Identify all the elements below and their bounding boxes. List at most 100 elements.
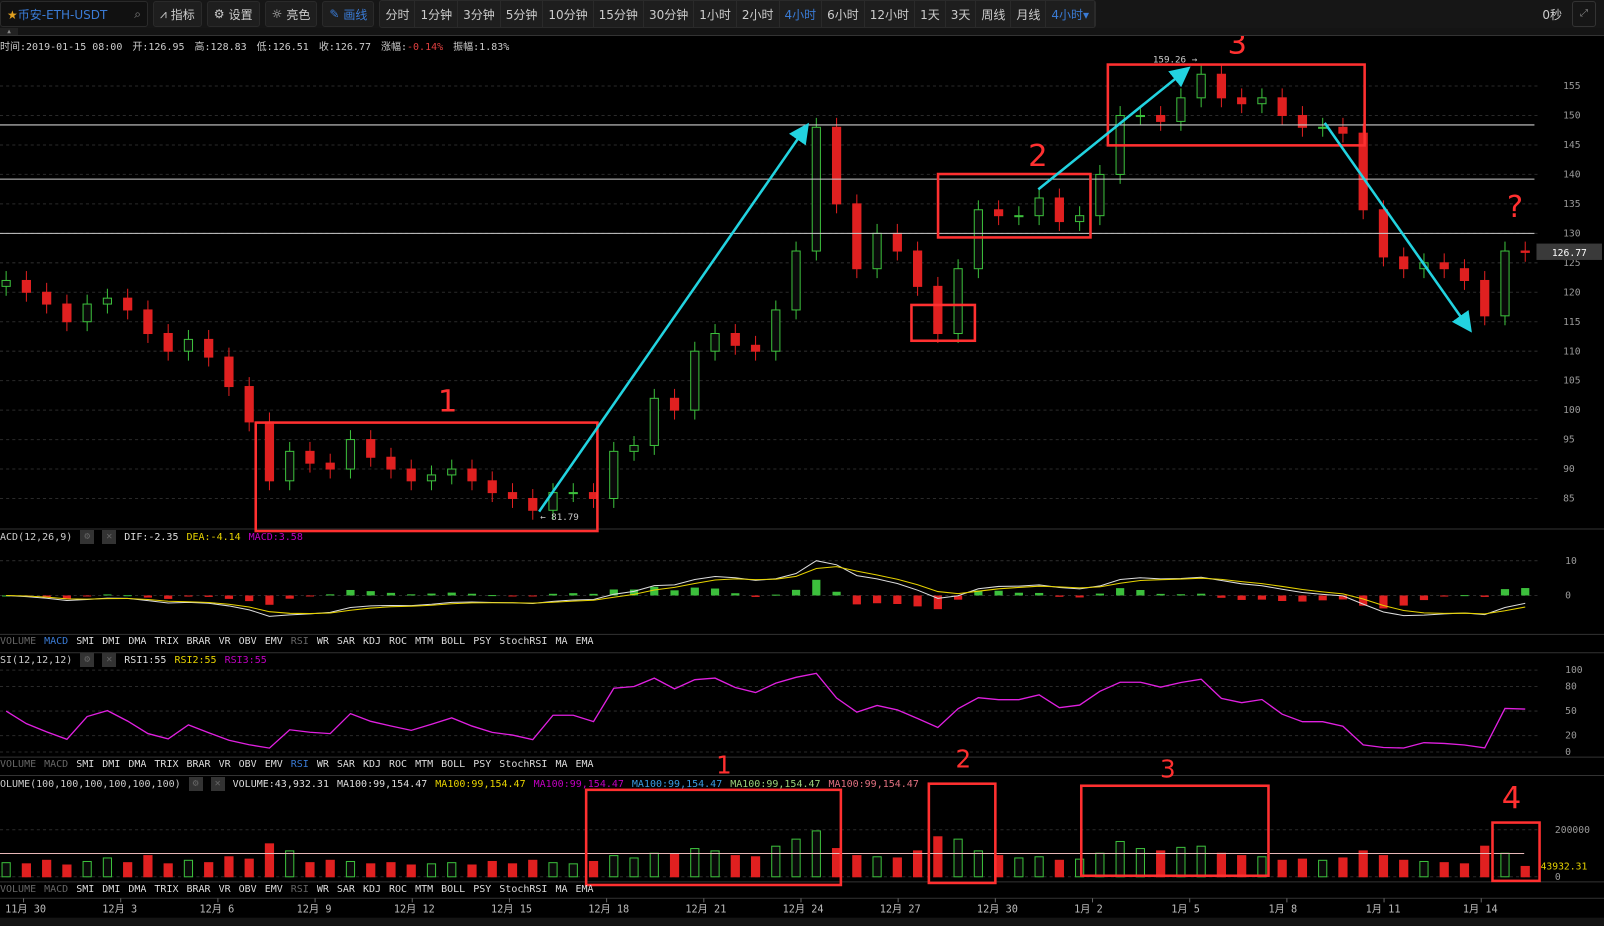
indicator-tab[interactable]: RSI bbox=[290, 636, 309, 647]
indicator-tab[interactable]: KDJ bbox=[362, 636, 381, 647]
indicator-tab[interactable]: VR bbox=[218, 759, 231, 770]
indicator-tab[interactable]: BOLL bbox=[441, 884, 466, 895]
indicator-tab[interactable]: ROC bbox=[389, 636, 408, 647]
indicator-tab[interactable]: DMI bbox=[102, 884, 121, 895]
gear-icon[interactable]: ⚙ bbox=[188, 777, 203, 791]
close-icon[interactable]: ✕ bbox=[102, 530, 117, 544]
indicator-tab[interactable]: StochRSI bbox=[499, 884, 548, 895]
symbol-selector[interactable]: ★币安-ETH-USDT ⌕ bbox=[0, 1, 148, 27]
close-icon[interactable]: ✕ bbox=[102, 653, 117, 667]
period-tab[interactable]: 月线 bbox=[1011, 1, 1047, 27]
star-icon[interactable]: ★ bbox=[7, 7, 18, 22]
period-tab[interactable]: 10分钟 bbox=[543, 1, 594, 27]
indicator-tab[interactable]: StochRSI bbox=[499, 636, 548, 647]
indicator-tab[interactable]: StochRSI bbox=[499, 759, 548, 770]
indicator-tab[interactable]: WR bbox=[316, 759, 329, 770]
collapse-toggle[interactable]: ▲ bbox=[0, 28, 18, 35]
indicator-tab[interactable]: SMI bbox=[76, 636, 95, 647]
period-tab[interactable]: 6小时 bbox=[822, 1, 865, 27]
indicator-tab[interactable]: PSY bbox=[473, 636, 492, 647]
draw-button[interactable]: ✎ 画线 bbox=[322, 1, 375, 27]
indicator-tab[interactable]: EMV bbox=[264, 884, 283, 895]
fullscreen-icon[interactable]: ⤢ bbox=[1572, 1, 1596, 27]
indicator-tab[interactable]: MACD bbox=[44, 759, 69, 770]
period-tab[interactable]: 周线 bbox=[976, 1, 1012, 27]
indicator-tab[interactable]: MA bbox=[555, 884, 568, 895]
indicator-tab[interactable]: MTM bbox=[415, 636, 434, 647]
period-tab[interactable]: 分时 bbox=[380, 1, 416, 27]
indicator-tab[interactable]: WR bbox=[316, 636, 329, 647]
indicator-tab[interactable]: BRAR bbox=[186, 636, 211, 647]
close-icon[interactable]: ✕ bbox=[210, 777, 225, 791]
indicator-tab[interactable]: MA bbox=[555, 636, 568, 647]
indicator-tab[interactable]: EMA bbox=[575, 759, 594, 770]
period-tab[interactable]: 3天 bbox=[946, 1, 977, 27]
indicator-tab[interactable]: MACD bbox=[44, 636, 69, 647]
indicator-tab[interactable]: EMA bbox=[575, 884, 594, 895]
indicator-tab[interactable]: DMI bbox=[102, 636, 121, 647]
indicator-tab[interactable]: PSY bbox=[473, 884, 492, 895]
indicator-tab[interactable]: MTM bbox=[415, 759, 434, 770]
indicator-tab[interactable]: VR bbox=[218, 884, 231, 895]
indicator-tab[interactable]: EMV bbox=[264, 636, 283, 647]
macd-tick: 0 bbox=[1565, 591, 1571, 602]
indicator-tab[interactable]: ROC bbox=[389, 884, 408, 895]
period-tab[interactable]: 2小时 bbox=[737, 1, 780, 27]
indicator-tab[interactable]: OBV bbox=[238, 884, 257, 895]
indicator-tab[interactable]: DMA bbox=[128, 884, 147, 895]
period-tab[interactable]: 4小时 bbox=[780, 1, 823, 27]
indicator-tab[interactable]: BRAR bbox=[186, 759, 211, 770]
indicator-tab[interactable]: KDJ bbox=[362, 884, 381, 895]
period-tab[interactable]: 3分钟 bbox=[458, 1, 501, 27]
indicator-tab[interactable]: ROC bbox=[389, 759, 408, 770]
indicator-tab[interactable]: DMA bbox=[128, 759, 147, 770]
indicator-tab[interactable]: BOLL bbox=[441, 636, 466, 647]
indicator-tab[interactable]: DMI bbox=[102, 759, 121, 770]
theme-button[interactable]: ☼ 亮色 bbox=[264, 1, 318, 27]
indicator-tab[interactable]: OBV bbox=[238, 759, 257, 770]
period-select[interactable]: 4小时▾ bbox=[1046, 1, 1096, 27]
box-2 bbox=[936, 172, 1092, 239]
indicator-tab[interactable]: BRAR bbox=[186, 884, 211, 895]
indicator-tab[interactable]: RSI bbox=[290, 884, 309, 895]
indicator-tab[interactable]: MTM bbox=[415, 884, 434, 895]
search-icon[interactable]: ⌕ bbox=[134, 6, 141, 21]
period-tab[interactable]: 30分钟 bbox=[644, 1, 695, 27]
period-tab[interactable]: 1天 bbox=[915, 1, 946, 27]
indicator-tab[interactable]: VOLUME bbox=[0, 759, 37, 770]
indicator-tab[interactable]: SMI bbox=[76, 884, 95, 895]
indicator-tab[interactable]: SAR bbox=[336, 759, 355, 770]
indicator-tab[interactable]: OBV bbox=[238, 636, 257, 647]
indicator-tab[interactable]: SAR bbox=[336, 636, 355, 647]
indicator-tab[interactable]: KDJ bbox=[362, 759, 381, 770]
period-tab[interactable]: 1小时 bbox=[694, 1, 737, 27]
indicator-tab[interactable]: BOLL bbox=[441, 759, 466, 770]
indicator-tab[interactable]: DMA bbox=[128, 636, 147, 647]
volume-bar bbox=[1075, 858, 1085, 878]
indicators-button[interactable]: ⩘ 指标 bbox=[153, 1, 202, 27]
indicator-tab[interactable]: MACD bbox=[44, 884, 69, 895]
indicator-tab[interactable]: EMV bbox=[264, 759, 283, 770]
indicator-tab[interactable]: EMA bbox=[575, 636, 594, 647]
indicator-tab[interactable]: RSI bbox=[290, 759, 309, 770]
indicator-tab[interactable]: VOLUME bbox=[0, 884, 37, 895]
indicator-tab[interactable]: TRIX bbox=[154, 759, 179, 770]
indicator-tab[interactable]: TRIX bbox=[154, 636, 179, 647]
gear-icon[interactable]: ⚙ bbox=[80, 530, 95, 544]
indicator-tab[interactable]: WR bbox=[316, 884, 329, 895]
indicator-tab[interactable]: SMI bbox=[76, 759, 95, 770]
indicator-tab[interactable]: VR bbox=[218, 636, 231, 647]
indicator-tab[interactable]: PSY bbox=[473, 759, 492, 770]
indicator-tab[interactable]: VOLUME bbox=[0, 636, 37, 647]
period-tab[interactable]: 1分钟 bbox=[415, 1, 459, 27]
period-tab[interactable]: 12小时 bbox=[865, 1, 916, 27]
indicator-tab[interactable]: TRIX bbox=[154, 884, 179, 895]
settings-button[interactable]: ⚙ 设置 bbox=[206, 1, 260, 27]
gear-icon[interactable]: ⚙ bbox=[80, 653, 95, 667]
period-tab[interactable]: 5分钟 bbox=[501, 1, 544, 27]
period-tab[interactable]: 15分钟 bbox=[594, 1, 644, 27]
indicator-tab[interactable]: SAR bbox=[336, 884, 355, 895]
macd-panel: 10 0 bbox=[0, 556, 1577, 617]
indicator-tab[interactable]: MA bbox=[555, 759, 568, 770]
